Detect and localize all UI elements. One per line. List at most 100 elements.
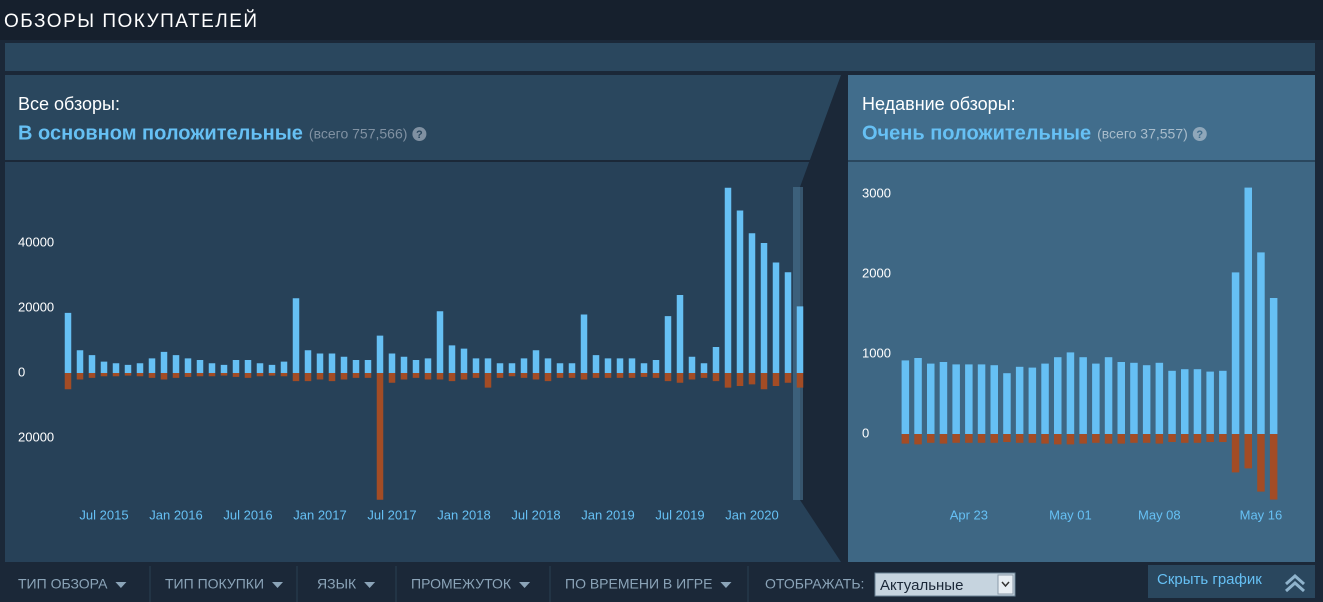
bar (1269, 298, 1278, 434)
bar (556, 373, 564, 378)
bar (376, 335, 384, 373)
bar (592, 355, 600, 373)
filter-dropdown[interactable]: ТИП ПОКУПКИ (165, 576, 284, 592)
bar (496, 373, 504, 378)
bar (160, 373, 168, 380)
x-tick-label: May 16 (1240, 507, 1283, 522)
bar (328, 353, 336, 373)
bar (232, 360, 240, 373)
bar (280, 373, 288, 377)
bar (388, 373, 396, 383)
bar (628, 373, 636, 378)
bar (292, 298, 300, 373)
bar (316, 353, 324, 373)
bar (496, 363, 504, 373)
bar (460, 348, 468, 373)
bar (316, 373, 324, 380)
bar (136, 363, 144, 373)
bar (652, 360, 660, 373)
bar (400, 356, 408, 373)
bar (1219, 370, 1227, 434)
bar (1003, 373, 1011, 434)
bar (412, 360, 420, 373)
bar (568, 363, 576, 373)
help-icon[interactable]: ? (412, 127, 427, 141)
dropdown-arrow (115, 582, 127, 588)
help-icon[interactable]: ? (1192, 127, 1207, 141)
bar (1193, 369, 1202, 434)
dropdown-arrow (272, 582, 284, 588)
bar (652, 373, 660, 378)
bar (412, 373, 420, 378)
bar (796, 373, 804, 388)
bar (1206, 434, 1214, 442)
bar (340, 373, 348, 380)
filter-dropdown[interactable]: ЯЗЫК (317, 576, 376, 592)
bar (208, 373, 216, 377)
bar (544, 358, 552, 373)
bar (424, 373, 432, 380)
bar (208, 363, 216, 373)
bar (1257, 434, 1265, 492)
right-summary (848, 75, 1315, 161)
filter-dropdown[interactable]: ТИП ОБЗОРА (18, 576, 127, 592)
y-tick-label: 20000 (18, 299, 54, 314)
bar (484, 358, 492, 373)
filter-dropdown[interactable]: ПО ВРЕМЕНИ В ИГРЕ (565, 576, 732, 592)
hide-graph-button[interactable]: Скрыть график (1148, 565, 1315, 598)
left-summary (5, 75, 841, 161)
bar (760, 243, 768, 373)
bar (340, 356, 348, 373)
bar (965, 434, 973, 443)
bar (1168, 370, 1176, 434)
bar (1054, 357, 1062, 434)
filter-label: ТИП ОБЗОРА (18, 576, 108, 592)
bar (748, 233, 756, 373)
summary-label: Недавние обзоры: (862, 94, 1016, 114)
zoom-funnel (800, 75, 848, 562)
bar (760, 373, 768, 390)
bar (1092, 363, 1100, 434)
bar (244, 373, 252, 378)
header-title: ОБЗОРЫ ПОКУПАТЕЛЕЙ (4, 10, 259, 32)
bar (88, 373, 96, 378)
help-circle (1192, 127, 1207, 141)
bar (640, 363, 648, 373)
x-tick-label: Apr 23 (950, 507, 988, 522)
filter-label: ЯЗЫК (317, 576, 357, 592)
header-bar (0, 0, 1323, 40)
dropdown-arrow (720, 582, 732, 588)
summary-rating: Очень положительные (862, 122, 1091, 144)
bar (990, 365, 998, 434)
bar (196, 360, 204, 373)
select-value: Актуальные (880, 577, 963, 594)
bar (901, 434, 910, 444)
bar (977, 434, 986, 443)
bar (304, 373, 312, 382)
y-tick-label: 1000 (862, 345, 891, 360)
bar (1117, 434, 1125, 444)
bar (1193, 434, 1202, 443)
help-text: ? (416, 129, 423, 141)
bar (520, 358, 528, 373)
bar (712, 373, 720, 382)
bar (508, 373, 516, 377)
bar (1142, 434, 1151, 443)
bar (1142, 365, 1151, 434)
bar (676, 373, 684, 383)
bar (772, 373, 780, 386)
bar (1269, 434, 1278, 500)
bar (1181, 434, 1189, 443)
filter-dropdown[interactable]: ПРОМЕЖУТОК (411, 576, 531, 592)
bar (1079, 434, 1087, 444)
bar (700, 363, 708, 373)
bar (1104, 357, 1113, 434)
bar (939, 362, 948, 434)
bar (76, 350, 84, 373)
filter-bar (0, 564, 1323, 602)
y-tick-label: 3000 (862, 185, 891, 200)
button-label: Скрыть график (1157, 571, 1262, 588)
bar (448, 345, 456, 373)
bar (784, 272, 792, 373)
display-select[interactable]: Актуальные (874, 572, 1016, 597)
